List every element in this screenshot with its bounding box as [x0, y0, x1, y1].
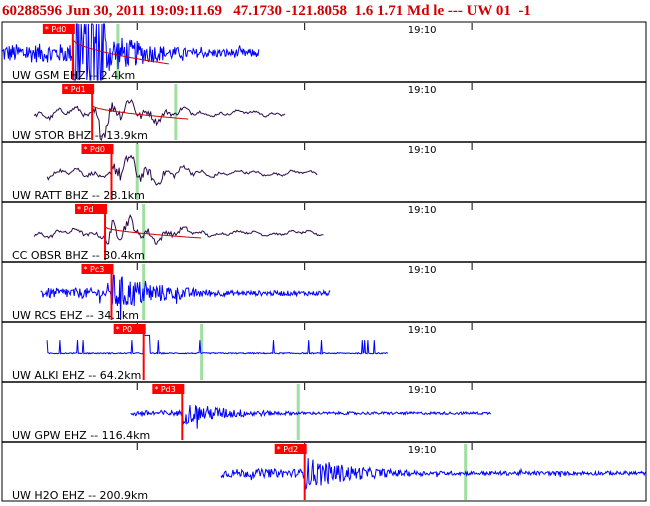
time-label: 19:10: [408, 265, 437, 276]
waveform-trace: [1, 23, 260, 81]
event-depth: 1.6: [354, 3, 374, 19]
waveform-trace: [40, 274, 331, 321]
pick-label-box: [62, 84, 95, 94]
event-network: UW 01: [466, 3, 511, 19]
station-label: UW H2O EHZ -- 200.9km: [12, 489, 148, 502]
station-label: UW GSM EHZ -- 2.4km: [12, 69, 135, 82]
event-datetime: Jun 30, 2011 19:09:11.69: [65, 3, 223, 19]
pick-label: * P0: [116, 325, 132, 334]
pick-label-box: [113, 324, 146, 334]
waveform-trace: [46, 334, 389, 355]
time-label: 19:10: [408, 385, 437, 396]
event-header: 60288596 Jun 30, 2011 19:09:11.69 47.173…: [0, 0, 650, 22]
event-lon: -121.8058: [285, 3, 348, 19]
amplitude-model-curve: [104, 226, 202, 239]
amplitude-model-curve: [72, 39, 169, 65]
pick-label-box: [152, 384, 185, 394]
time-label: 19:10: [408, 325, 437, 336]
waveform-trace: [220, 458, 647, 490]
pick-label: * Pd2: [277, 445, 299, 454]
waveform-trace: [46, 154, 318, 186]
station-label: UW RATT BHZ -- 28.1km: [12, 189, 145, 202]
time-label: 19:10: [408, 85, 437, 96]
pick-label: * Pd3: [154, 385, 176, 394]
time-label: 19:10: [408, 205, 437, 216]
pick-label: * Pd1: [64, 85, 86, 94]
pick-label-box: [42, 24, 75, 34]
station-label: UW RCS EHZ -- 34.1km: [12, 309, 139, 322]
pick-label: * Pd0: [83, 145, 105, 154]
waveform-trace: [130, 404, 492, 429]
station-label: UW STOR BHZ -- 13.9km: [12, 129, 148, 142]
waveform-trace: [33, 214, 324, 245]
station-label: CC OBSR BHZ -- 30.4km: [12, 249, 145, 262]
pick-label-box: [75, 204, 108, 214]
pick-label-box: [81, 264, 114, 274]
pick-label: * Pd0: [45, 25, 67, 34]
pick-label: * Pc3: [83, 265, 104, 274]
event-extra: -1: [518, 3, 531, 19]
event-magnitude: 1.71 Md le ---: [377, 3, 463, 19]
event-id: 60288596: [2, 3, 62, 19]
pick-label: * Pd: [77, 205, 93, 214]
time-label: 19:10: [408, 25, 437, 36]
station-label: UW ALKI EHZ -- 64.2km: [12, 369, 141, 382]
pick-label-box: [81, 144, 114, 154]
time-label: 19:10: [408, 145, 437, 156]
event-lat: 47.1730: [233, 3, 283, 19]
amplitude-model-curve: [91, 105, 189, 120]
time-label: 19:10: [408, 445, 437, 456]
pick-label-box: [274, 444, 307, 454]
station-label: UW GPW EHZ -- 116.4km: [12, 429, 150, 442]
waveform-trace: [33, 98, 286, 141]
